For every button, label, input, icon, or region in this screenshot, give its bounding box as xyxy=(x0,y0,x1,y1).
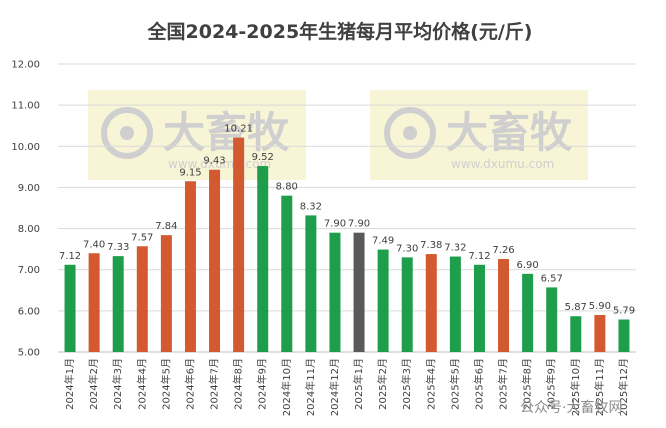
x-tick-label: 2024年6月 xyxy=(183,358,196,410)
x-tick-label: 2025年3月 xyxy=(400,358,413,410)
bar xyxy=(233,137,245,352)
x-tick-label: 2025年4月 xyxy=(424,358,437,410)
bars xyxy=(64,137,630,352)
data-label: 7.12 xyxy=(468,251,490,262)
data-label: 6.90 xyxy=(516,260,538,271)
data-label: 7.57 xyxy=(131,232,153,243)
x-tick-label: 2025年10月 xyxy=(569,358,582,416)
x-tick-label: 2025年6月 xyxy=(472,358,485,410)
y-tick-label: 5.00 xyxy=(18,348,40,359)
bar xyxy=(401,257,413,352)
bar xyxy=(88,253,100,352)
x-tick-label: 2024年10月 xyxy=(280,358,293,416)
watermark-logo-dot-icon xyxy=(403,126,417,140)
x-tick-label: 2024年2月 xyxy=(87,358,100,410)
bar xyxy=(377,249,389,352)
x-tick-label: 2025年7月 xyxy=(497,358,510,410)
bar xyxy=(329,232,341,352)
data-label: 7.26 xyxy=(492,245,514,256)
bar xyxy=(64,264,76,352)
data-label: 9.43 xyxy=(203,156,225,167)
data-label: 7.12 xyxy=(59,251,81,262)
data-label: 6.57 xyxy=(541,273,563,284)
data-label: 8.80 xyxy=(276,182,298,193)
data-label: 9.15 xyxy=(179,167,201,178)
bar xyxy=(353,232,365,352)
data-label: 10.21 xyxy=(224,124,253,135)
data-label: 7.38 xyxy=(420,240,442,251)
watermark-brand: 大畜牧 xyxy=(446,108,573,157)
bar xyxy=(449,256,461,352)
footer-watermark: 公众号·大畜牧网 xyxy=(520,400,622,416)
y-tick-label: 7.00 xyxy=(18,265,40,276)
bar xyxy=(184,181,196,352)
data-label: 7.84 xyxy=(155,221,177,232)
x-tick-label: 2024年8月 xyxy=(232,358,245,410)
chart-title: 全国2024-2025年生猪每月平均价格(元/斤) xyxy=(147,20,533,43)
data-label: 7.90 xyxy=(324,219,346,230)
x-tick-label: 2025年9月 xyxy=(545,358,558,410)
x-tick-label: 2025年12月 xyxy=(617,358,630,416)
watermark-logo-icon xyxy=(384,107,436,159)
bar xyxy=(546,287,558,352)
bar xyxy=(522,273,534,352)
bar xyxy=(160,235,172,352)
y-tick-label: 11.00 xyxy=(11,101,40,112)
data-label: 8.32 xyxy=(300,201,322,212)
data-label: 7.40 xyxy=(83,239,105,250)
watermark-right: 大畜牧 www.dxumu.com xyxy=(370,90,588,180)
x-tick-label: 2024年12月 xyxy=(328,358,341,416)
y-axis-ticks: 5.00 6.00 7.00 8.00 9.00 10.00 11.00 12.00 xyxy=(11,60,40,359)
data-label: 5.90 xyxy=(589,301,611,312)
x-tick-label: 2025年2月 xyxy=(376,358,389,410)
data-label: 7.33 xyxy=(107,242,129,253)
x-axis-ticks: 2024年1月 2024年2月 2024年3月 2024年4月 2024年5月 2024年… xyxy=(63,358,630,416)
bar xyxy=(594,314,606,352)
data-label: 5.79 xyxy=(613,305,635,316)
watermark-url: www.dxumu.com xyxy=(451,157,554,171)
bar xyxy=(209,169,221,352)
y-tick-label: 10.00 xyxy=(11,142,40,153)
data-label: 7.49 xyxy=(372,236,394,247)
bar xyxy=(136,246,148,352)
data-label: 7.90 xyxy=(348,219,370,230)
gridlines xyxy=(58,63,636,353)
watermark-url: www.dxumu.com xyxy=(168,157,271,171)
watermark-logo-icon xyxy=(101,107,153,159)
y-tick-label: 6.00 xyxy=(18,306,40,317)
data-label: 7.30 xyxy=(396,243,418,254)
data-label: 5.87 xyxy=(565,302,587,313)
data-labels: 7.127.40 7.337.577.849.159.4310.219.528.8… xyxy=(59,124,635,317)
bar xyxy=(473,264,485,352)
y-tick-label: 12.00 xyxy=(11,60,40,71)
x-tick-label: 2024年5月 xyxy=(159,358,172,410)
y-tick-label: 9.00 xyxy=(18,183,40,194)
x-tick-label: 2024年1月 xyxy=(63,358,76,410)
x-tick-label: 2025年5月 xyxy=(448,358,461,410)
bar xyxy=(305,215,317,352)
x-tick-label: 2024年9月 xyxy=(256,358,269,410)
bar xyxy=(498,259,510,352)
y-tick-label: 8.00 xyxy=(18,224,40,235)
bar xyxy=(257,166,269,352)
x-tick-label: 2025年8月 xyxy=(521,358,534,410)
bar xyxy=(112,256,124,352)
x-tick-label: 2025年1月 xyxy=(352,358,365,410)
bar xyxy=(618,319,630,352)
bar xyxy=(425,254,437,352)
x-tick-label: 2025年11月 xyxy=(593,358,606,416)
x-tick-label: 2024年3月 xyxy=(111,358,124,410)
bar xyxy=(570,316,582,352)
data-label: 7.32 xyxy=(444,243,466,254)
watermark-brand: 大畜牧 xyxy=(163,108,290,157)
watermark-logo-dot-icon xyxy=(120,126,134,140)
x-tick-label: 2024年7月 xyxy=(208,358,221,410)
x-tick-label: 2024年4月 xyxy=(135,358,148,410)
data-label: 9.52 xyxy=(252,152,274,163)
x-tick-label: 2024年11月 xyxy=(304,358,317,416)
bar xyxy=(281,195,293,352)
